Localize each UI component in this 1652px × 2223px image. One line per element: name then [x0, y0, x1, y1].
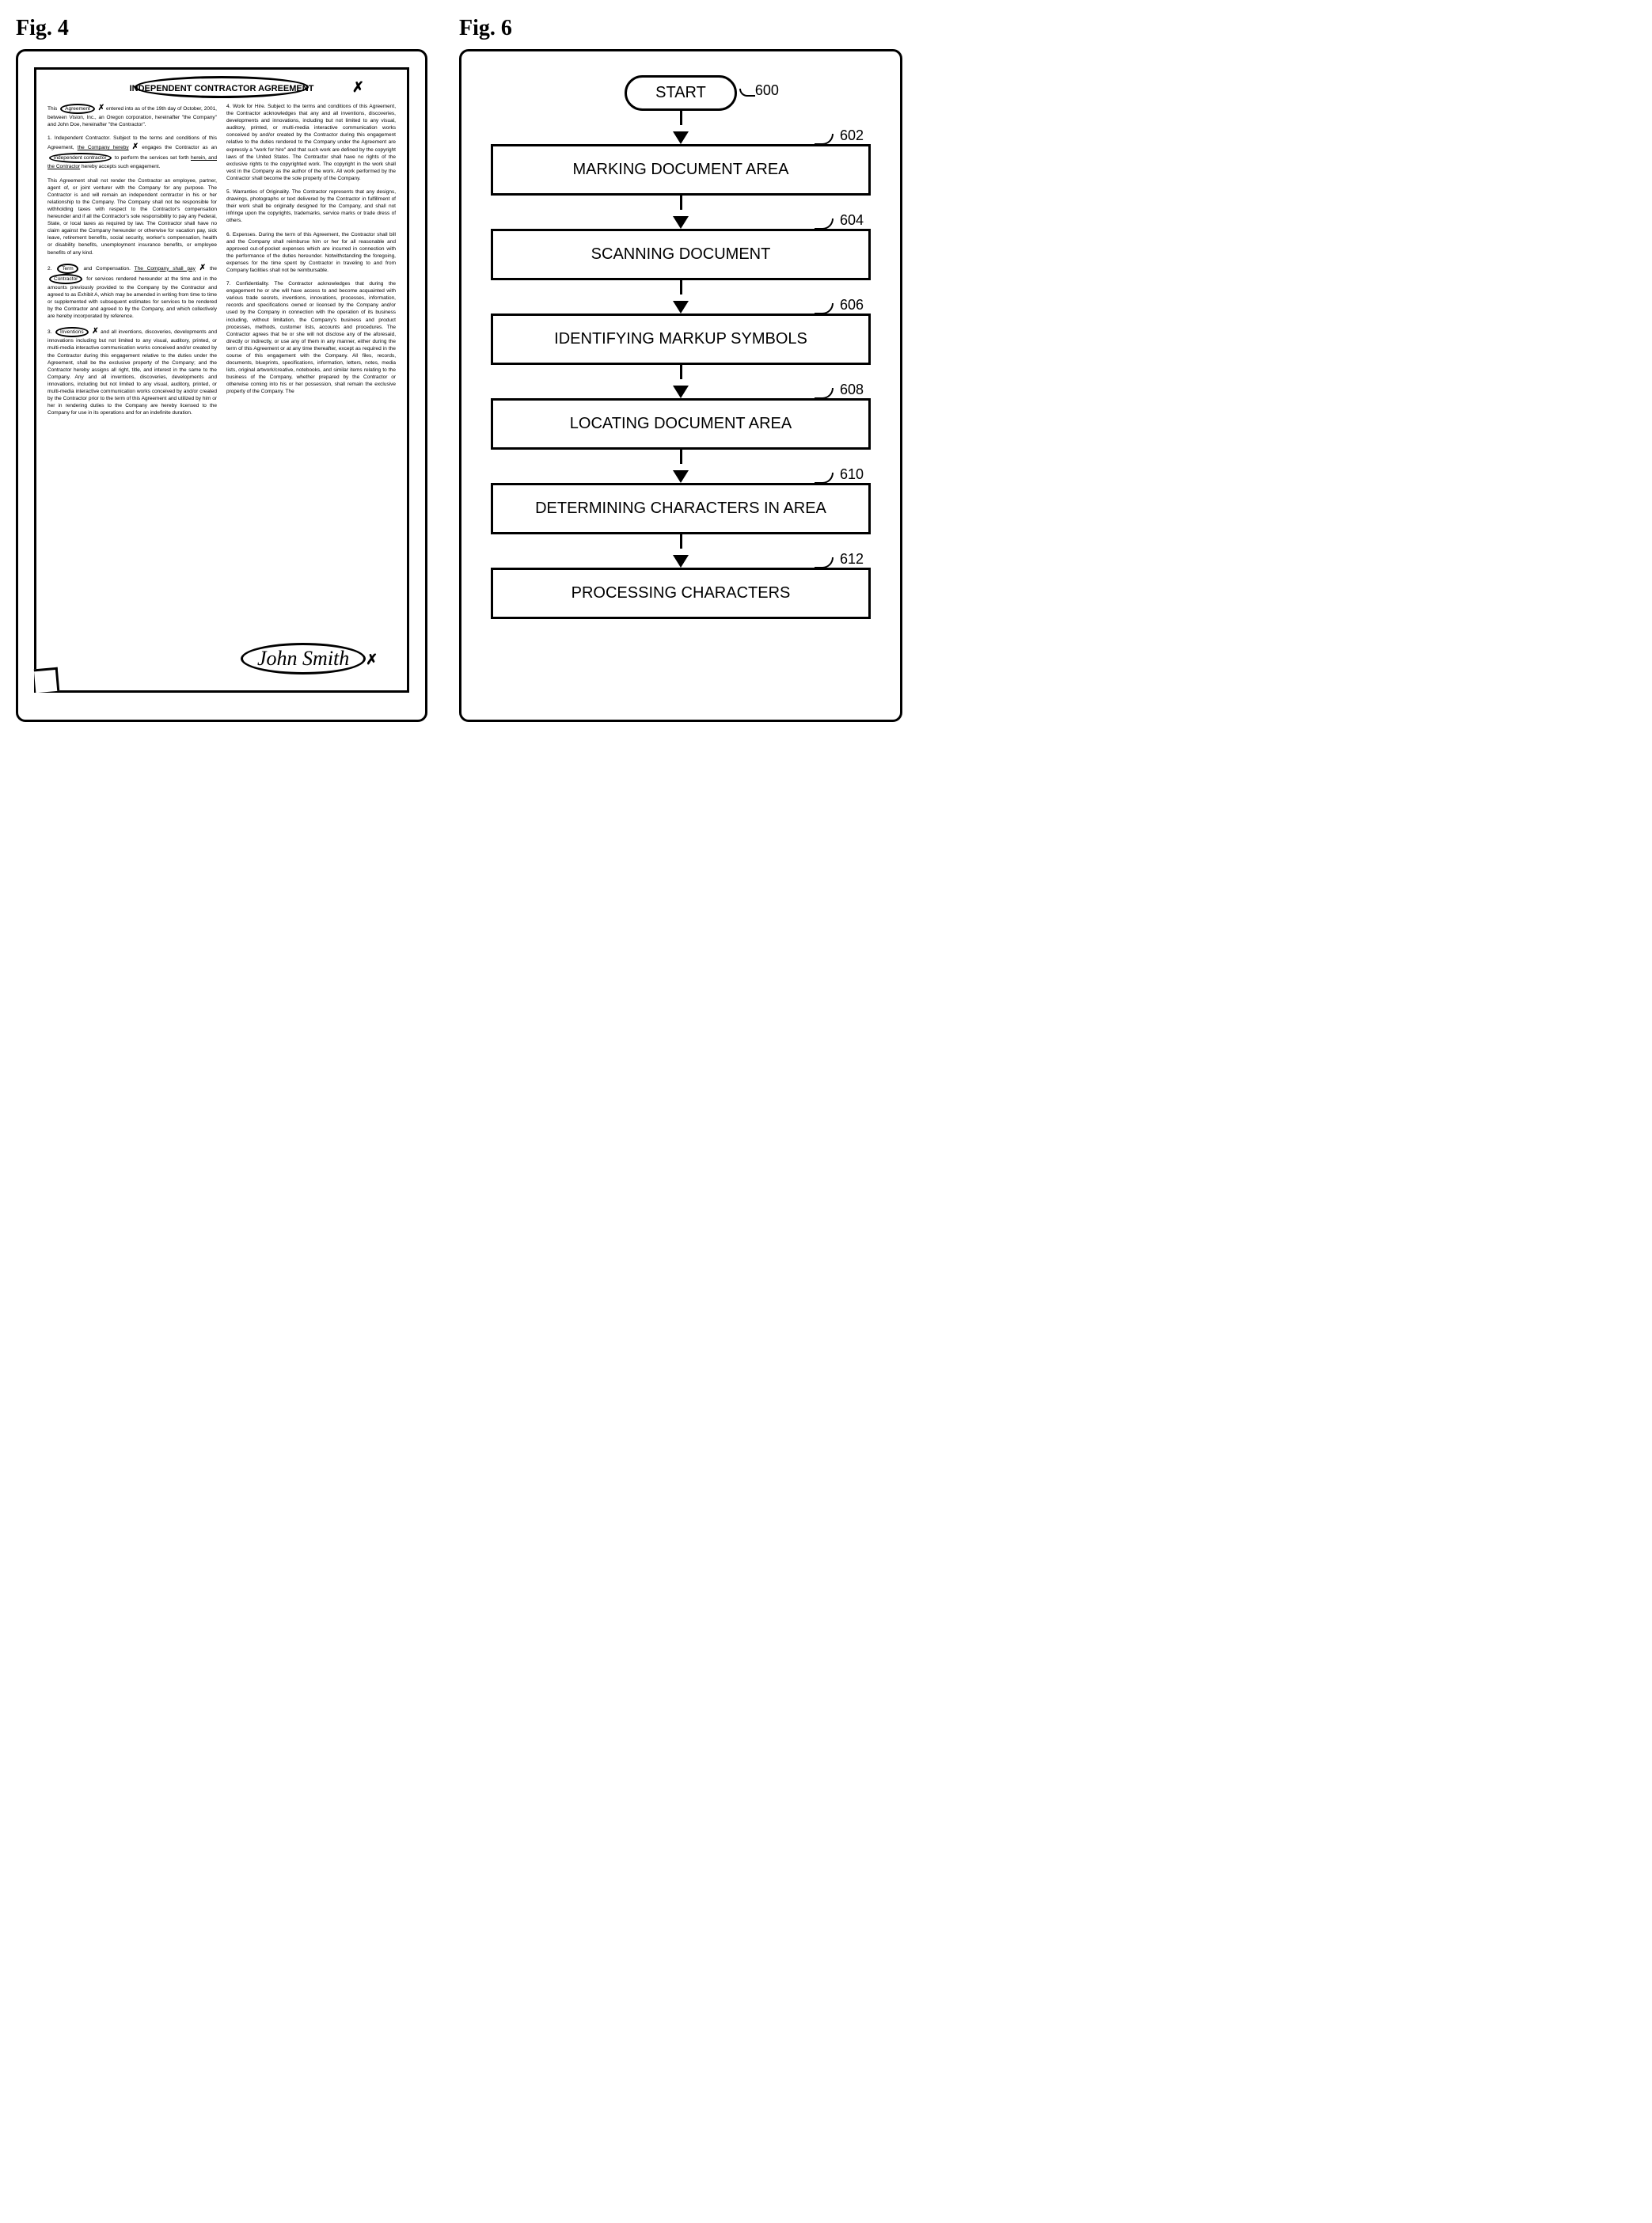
arrow-head	[673, 386, 689, 398]
para-r4: 7. Confidentiality. The Contractor ackno…	[226, 280, 396, 396]
circled-contractor: Contractor	[49, 274, 82, 284]
ref-612: 612	[840, 551, 864, 568]
step-box-612: 612 PROCESSING CHARACTERS	[491, 568, 871, 619]
ref-swoosh	[815, 388, 834, 399]
para-r2: 5. Warranties of Originality. The Contra…	[226, 188, 396, 224]
doc-col-left: This Agreement ✗ entered into as of the …	[47, 103, 217, 423]
ref-602: 602	[840, 127, 864, 144]
fig6-title: Fig. 6	[459, 16, 902, 41]
step-box-604: 604 SCANNING DOCUMENT	[491, 229, 871, 280]
circled-inventions: Inventions	[55, 327, 89, 337]
circled-agreement: Agreement	[60, 104, 95, 114]
arrow-line	[680, 365, 682, 379]
ref-606: 606	[840, 297, 864, 314]
x-mark-2: ✗	[132, 142, 139, 151]
step-label-602: MARKING DOCUMENT AREA	[573, 161, 789, 178]
para-r3: 6. Expenses. During the term of this Agr…	[226, 231, 396, 275]
doc-columns: This Agreement ✗ entered into as of the …	[47, 103, 396, 423]
figure-4-container: Fig. 4 INDEPENDENT CONTRACTOR AGREEMENT …	[16, 16, 427, 722]
arrow-head	[673, 301, 689, 314]
arrow-line	[680, 534, 682, 549]
figure-6-container: Fig. 6 START 600 602 MARKING DOCUMENT AR…	[459, 16, 902, 722]
document-page: INDEPENDENT CONTRACTOR AGREEMENT ✗ This …	[34, 67, 409, 693]
arrow-line	[680, 111, 682, 125]
para-5: 3. Inventions ✗ and all inventions, disc…	[47, 326, 217, 416]
step-label-606: IDENTIFYING MARKUP SYMBOLS	[554, 330, 807, 348]
circled-term: Term	[57, 264, 78, 274]
para-1: This Agreement ✗ entered into as of the …	[47, 103, 217, 128]
step-label-604: SCANNING DOCUMENT	[591, 245, 771, 263]
ref-604: 604	[840, 212, 864, 229]
para-4: 2. Term and Compensation. The Company sh…	[47, 263, 217, 321]
flowchart: START 600 602 MARKING DOCUMENT AREA 604 …	[477, 67, 884, 619]
x-mark-title: ✗	[352, 79, 364, 96]
arrow-head	[673, 216, 689, 229]
ref-swoosh	[815, 473, 834, 484]
fig6-frame: START 600 602 MARKING DOCUMENT AREA 604 …	[459, 49, 902, 722]
arrow-head	[673, 131, 689, 144]
ref-swoosh	[815, 303, 834, 314]
para-2: 1. Independent Contractor. Subject to th…	[47, 135, 217, 170]
ref-swoosh	[815, 557, 834, 568]
step-label-610: DETERMINING CHARACTERS IN AREA	[535, 500, 826, 517]
para-3: This Agreement shall not render the Cont…	[47, 177, 217, 256]
signature-x-mark: ✗	[366, 652, 378, 668]
start-ref: 600	[755, 82, 779, 99]
doc-col-right: 4. Work for Hire. Subject to the terms a…	[226, 103, 396, 423]
arrow-line	[680, 280, 682, 294]
ref-swoosh	[815, 218, 834, 230]
start-label: START	[655, 84, 706, 101]
ref-swoosh	[815, 134, 834, 145]
arrow-head	[673, 555, 689, 568]
step-box-610: 610 DETERMINING CHARACTERS IN AREA	[491, 483, 871, 534]
circled-independent: independent contractor	[49, 153, 112, 163]
step-label-608: LOCATING DOCUMENT AREA	[570, 415, 792, 432]
fig4-frame: INDEPENDENT CONTRACTOR AGREEMENT ✗ This …	[16, 49, 427, 722]
x-mark-1: ✗	[98, 104, 104, 112]
step-label-612: PROCESSING CHARACTERS	[572, 584, 791, 602]
signature-text: John Smith	[257, 647, 349, 670]
x-mark-4: ✗	[92, 327, 98, 336]
ref-608: 608	[840, 382, 864, 398]
fig4-title: Fig. 4	[16, 16, 427, 41]
arrow-line	[680, 196, 682, 210]
ref-610: 610	[840, 466, 864, 483]
step-box-608: 608 LOCATING DOCUMENT AREA	[491, 398, 871, 450]
signature-circled: John Smith ✗	[241, 643, 366, 674]
step-box-602: 602 MARKING DOCUMENT AREA	[491, 144, 871, 196]
start-node: START 600	[625, 75, 737, 111]
page-dog-ear	[34, 667, 60, 694]
start-ref-swoosh	[739, 89, 755, 97]
arrow-line	[680, 450, 682, 464]
para-r1: 4. Work for Hire. Subject to the terms a…	[226, 103, 396, 182]
signature-area: John Smith ✗	[241, 643, 383, 674]
doc-header: INDEPENDENT CONTRACTOR AGREEMENT ✗	[47, 81, 396, 95]
doc-title: INDEPENDENT CONTRACTOR AGREEMENT	[130, 84, 314, 93]
arrow-head	[673, 470, 689, 483]
x-mark-3: ✗	[199, 264, 206, 272]
step-box-606: 606 IDENTIFYING MARKUP SYMBOLS	[491, 314, 871, 365]
